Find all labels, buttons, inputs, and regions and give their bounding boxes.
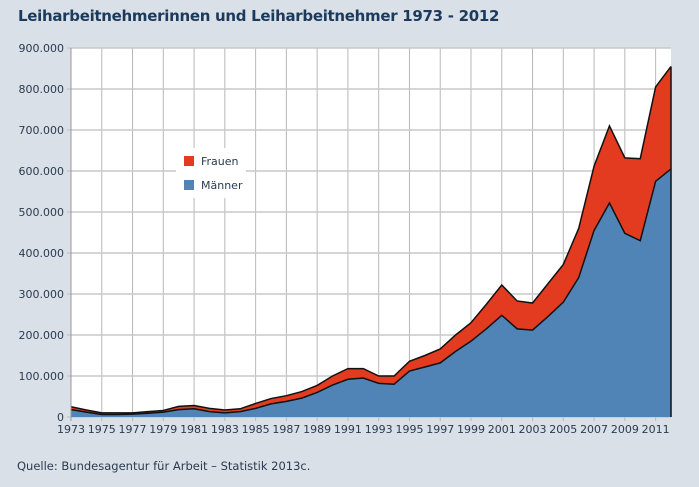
source-note: Quelle: Bundesagentur für Arbeit – Stati… [17, 459, 311, 473]
y-tick-label: 0 [57, 411, 64, 424]
x-tick-label: 2001 [488, 423, 516, 436]
x-tick-label: 2005 [549, 423, 577, 436]
x-tick-label: 1991 [334, 423, 362, 436]
x-tick-label: 1989 [303, 423, 331, 436]
series-line-total [70, 65, 672, 414]
y-tick-label: 900.000 [19, 42, 65, 55]
y-tick-label: 300.000 [19, 288, 65, 301]
chart-title: Leiharbeitnehmerinnen und Leiharbeitnehm… [18, 7, 500, 25]
x-tick-label: 2007 [580, 423, 608, 436]
y-tick-label: 700.000 [19, 124, 65, 137]
x-tick-label: 1977 [119, 423, 147, 436]
series-area-maenner [71, 168, 671, 417]
y-tick-label: 100.000 [19, 370, 65, 383]
x-tick-label: 1993 [365, 423, 393, 436]
x-tick-label: 1981 [180, 423, 208, 436]
x-tick-label: 1987 [272, 423, 300, 436]
x-tick-label: 1985 [242, 423, 270, 436]
x-tick-label: 1997 [426, 423, 454, 436]
series-area-frauen [71, 66, 671, 415]
x-tick-label: 1979 [149, 423, 177, 436]
x-tick-label: 1999 [457, 423, 485, 436]
legend-label: Männer [201, 179, 243, 192]
y-tick-label: 600.000 [19, 165, 65, 178]
y-tick-label: 800.000 [19, 83, 65, 96]
y-tick-label: 200.000 [19, 329, 65, 342]
legend-label: Frauen [201, 155, 239, 168]
y-tick-label: 400.000 [19, 247, 65, 260]
x-tick-label: 2011 [642, 423, 670, 436]
series-line-maenner [70, 168, 672, 416]
x-tick-label: 2009 [611, 423, 639, 436]
x-tick-label: 2003 [519, 423, 547, 436]
legend-swatch [184, 156, 194, 166]
x-tick-label: 1995 [395, 423, 423, 436]
x-tick-label: 1975 [88, 423, 116, 436]
x-tick-label: 1983 [211, 423, 239, 436]
x-tick-label: 1973 [57, 423, 85, 436]
y-tick-label: 500.000 [19, 206, 65, 219]
legend-swatch [184, 180, 194, 190]
